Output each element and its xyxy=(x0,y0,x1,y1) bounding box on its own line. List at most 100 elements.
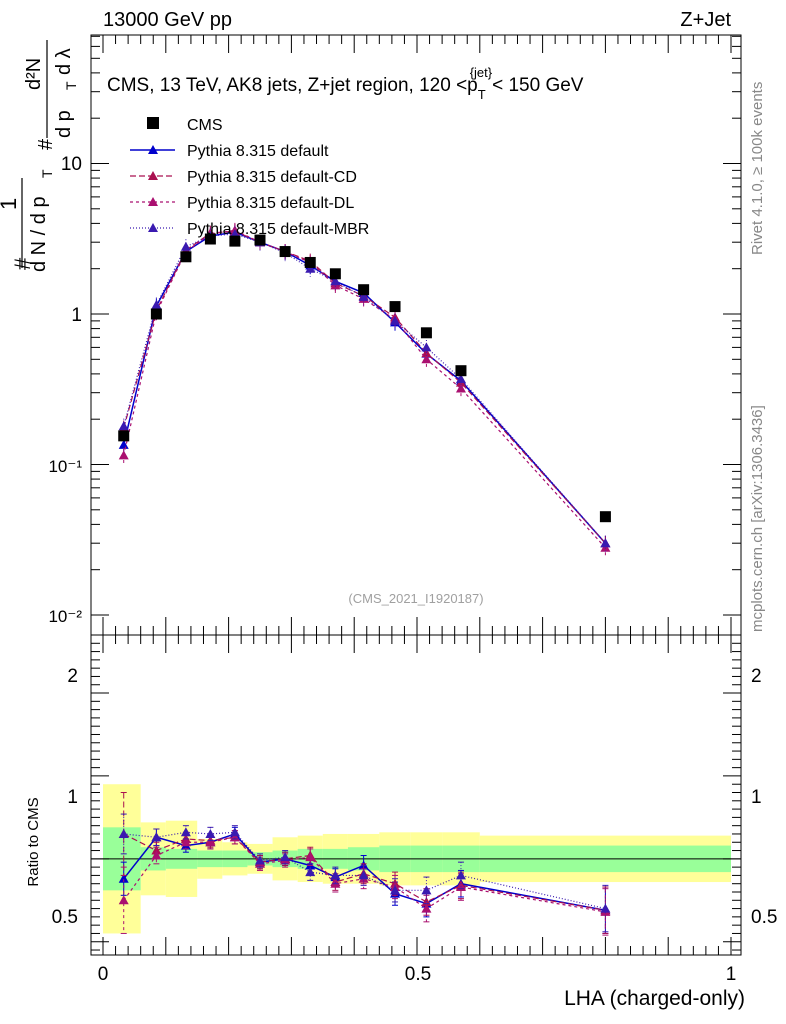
series-line xyxy=(123,230,606,544)
ratio-marker xyxy=(600,903,611,913)
cms-point xyxy=(389,301,401,313)
ratio-marker xyxy=(205,837,216,847)
series-marker xyxy=(421,342,432,352)
series-line xyxy=(123,229,606,549)
ratio-tick-label-left: 1 xyxy=(67,787,78,808)
title-tail: < 150 GeV xyxy=(492,75,584,96)
series-marker xyxy=(180,241,191,251)
y-tick-label: 10⁻¹ xyxy=(48,457,82,476)
ratio-y-label: Ratio to CMS xyxy=(25,797,42,886)
y-tick-label: 10⁻² xyxy=(48,607,82,626)
x-tick-labels: 0 0.5 1 xyxy=(98,964,737,985)
cms-point xyxy=(254,234,266,246)
y-label-dl: d λ xyxy=(53,48,75,75)
y-tick-label: 1 xyxy=(71,305,82,326)
series-marker xyxy=(330,276,341,286)
process-label: Z+Jet xyxy=(680,9,731,31)
legend-label: Pythia 8.315 default-MBR xyxy=(187,221,369,238)
rivet-version-label: Rivet 4.1.0, ≥ 100k events xyxy=(749,82,766,255)
ratio-marker xyxy=(358,870,369,880)
cms-point xyxy=(455,365,467,377)
series-line xyxy=(123,233,606,544)
series-marker xyxy=(305,263,316,273)
legend-marker xyxy=(148,223,158,232)
legend-label: CMS xyxy=(187,117,223,134)
ratio-marker xyxy=(118,828,129,838)
cms-point xyxy=(358,284,370,296)
y-label-dn: d N / d p xyxy=(28,196,50,272)
series-marker xyxy=(118,421,129,431)
ratio-tick-label-right: 1 xyxy=(751,787,762,808)
cms-point xyxy=(180,251,192,263)
ratio-marker xyxy=(330,870,341,880)
cms-data-points xyxy=(118,233,611,523)
cms-point xyxy=(279,246,291,258)
legend-cms-marker xyxy=(147,117,159,129)
cms-point xyxy=(420,327,432,339)
main-series-group xyxy=(118,222,611,557)
y-label-one: 1 xyxy=(0,198,21,210)
ratio-series-line xyxy=(123,831,606,910)
cms-point xyxy=(150,308,162,320)
ratio-series-group xyxy=(118,792,611,936)
ratio-marker xyxy=(180,827,191,837)
ratio-marker xyxy=(229,827,240,837)
cms-point xyxy=(304,256,316,268)
legend-marker xyxy=(148,171,158,180)
series-marker xyxy=(455,373,466,383)
legend-label: Pythia 8.315 default-CD xyxy=(187,169,357,186)
y-label-t1: T xyxy=(39,169,55,178)
title-main: CMS, 13 TeV, AK8 jets, Z+jet region, 120… xyxy=(107,75,478,96)
series-marker xyxy=(118,450,129,460)
cms-point xyxy=(118,430,130,442)
ratio-marker xyxy=(421,903,432,913)
ratio-marker xyxy=(305,867,316,877)
x-tick-label: 0.5 xyxy=(405,964,431,985)
ratio-marker xyxy=(118,873,129,883)
y-tick-labels: 10⁻² 10⁻¹ 1 10 xyxy=(48,154,82,626)
y-axis-label: # 1 d N / d p T # d²N d p T d λ xyxy=(0,40,79,272)
ratio-tick-label-right: 2 xyxy=(751,666,762,687)
legend-label: Pythia 8.315 default xyxy=(187,143,329,160)
y-label-d2n: d²N xyxy=(23,58,45,90)
title-sup: {jet} xyxy=(470,65,493,80)
series-marker xyxy=(390,315,401,325)
y-label-dpt: d p xyxy=(53,110,75,138)
ratio-marker xyxy=(455,870,466,880)
ratio-marker xyxy=(255,855,265,865)
x-axis-label: LHA (charged-only) xyxy=(564,987,745,1010)
y-tick-label: 10 xyxy=(61,154,82,175)
ratio-marker xyxy=(205,828,216,838)
analysis-watermark: (CMS_2021_I1920187) xyxy=(348,591,483,606)
ratio-marker xyxy=(151,832,162,842)
series-marker xyxy=(421,354,432,364)
ratio-marker xyxy=(151,850,162,860)
mcplots-label: mcplots.cern.ch [arXiv:1306.3436] xyxy=(749,405,766,632)
energy-label: 13000 GeV pp xyxy=(103,9,232,31)
legend-label: Pythia 8.315 default-DL xyxy=(187,195,354,212)
title-sub: T xyxy=(478,87,486,102)
ratio-tick-labels: 0.5 1 2 0.5 1 2 xyxy=(52,666,778,928)
series-line xyxy=(122,231,606,544)
ratio-tick-label-right: 0.5 xyxy=(751,907,777,928)
cms-point xyxy=(229,235,241,247)
series-marker xyxy=(358,291,369,301)
series-marker xyxy=(151,299,162,309)
axes-ticks xyxy=(91,35,741,955)
series-marker xyxy=(118,439,129,449)
y-label-t2: T xyxy=(63,81,79,90)
ratio-marker xyxy=(180,837,191,847)
series-marker xyxy=(600,538,611,548)
ratio-panel-frame xyxy=(90,634,742,956)
series-marker xyxy=(455,383,466,393)
ratio-marker xyxy=(390,885,401,895)
cms-point xyxy=(204,233,216,245)
ratio-tick-label-left: 2 xyxy=(67,666,78,687)
chart-title: CMS, 13 TeV, AK8 jets, Z+jet region, 120… xyxy=(107,65,584,102)
ratio-marker xyxy=(280,852,291,862)
cms-point xyxy=(599,511,611,523)
legend-marker xyxy=(148,145,158,154)
legend: CMS Pythia 8.315 default Pythia 8.315 de… xyxy=(130,117,369,238)
ratio-marker xyxy=(118,895,129,905)
x-tick-label: 1 xyxy=(726,964,737,985)
